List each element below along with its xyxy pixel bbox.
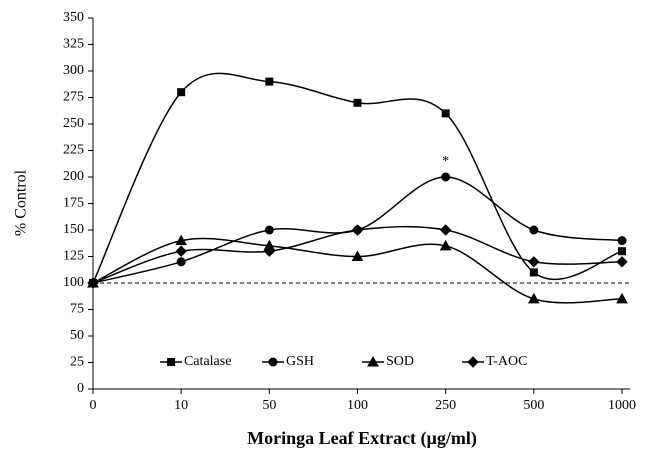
y-axis-title: % Control xyxy=(13,169,30,236)
data-point xyxy=(527,292,540,304)
data-point xyxy=(441,109,450,118)
y-tick-label: 175 xyxy=(63,196,84,211)
data-point xyxy=(264,225,274,235)
data-point xyxy=(529,225,539,235)
data-point xyxy=(528,256,540,268)
data-point xyxy=(617,236,627,246)
y-tick-label: 325 xyxy=(63,37,84,52)
x-axis-title: Moringa Leaf Extract (µg/ml) xyxy=(247,428,477,449)
y-tick-label: 350 xyxy=(63,10,84,25)
x-tick-label: 100 xyxy=(347,398,368,413)
y-tick-label: 225 xyxy=(63,143,84,158)
legend-label: GSH xyxy=(286,354,314,369)
data-point xyxy=(616,292,628,304)
x-tick-label: 10 xyxy=(174,398,188,413)
annotation: * xyxy=(442,154,449,169)
y-tick-label: 0 xyxy=(77,381,84,396)
x-tick-label: 500 xyxy=(523,398,544,413)
x-tick-label: 250 xyxy=(435,398,456,413)
y-tick-label: 250 xyxy=(63,116,84,131)
legend-marker xyxy=(367,355,379,367)
y-tick-label: 100 xyxy=(63,275,84,290)
legend-marker xyxy=(467,356,479,368)
y-tick-label: 275 xyxy=(63,90,84,105)
data-point xyxy=(177,88,186,97)
data-point xyxy=(351,224,364,236)
legend-label: Catalase xyxy=(184,354,231,369)
data-point xyxy=(439,239,452,251)
data-point xyxy=(175,234,188,246)
legend-label: SOD xyxy=(386,354,414,369)
data-point xyxy=(351,250,364,261)
y-tick-label: 200 xyxy=(63,169,84,184)
x-tick-label: 50 xyxy=(262,398,276,413)
y-tick-label: 25 xyxy=(70,355,84,370)
data-point xyxy=(175,245,187,257)
y-tick-label: 300 xyxy=(63,63,84,78)
data-point xyxy=(441,172,451,182)
y-tick-label: 150 xyxy=(63,222,84,237)
data-point xyxy=(353,98,362,107)
y-tick-label: 50 xyxy=(70,328,84,343)
data-point xyxy=(176,257,186,267)
y-tick-label: 75 xyxy=(70,302,84,317)
data-point xyxy=(616,256,628,268)
y-tick-label: 125 xyxy=(63,249,84,264)
x-tick-label: 0 xyxy=(90,398,97,413)
x-tick-label: 1000 xyxy=(608,398,636,413)
data-point xyxy=(618,247,626,256)
legend-label: T-AOC xyxy=(486,354,528,369)
data-point xyxy=(529,268,538,277)
data-point xyxy=(87,277,99,289)
series-line xyxy=(92,237,623,304)
data-point xyxy=(439,224,452,236)
legend-marker xyxy=(167,358,175,366)
legend-marker xyxy=(268,357,278,367)
data-point xyxy=(265,77,274,86)
data-point xyxy=(263,245,276,257)
